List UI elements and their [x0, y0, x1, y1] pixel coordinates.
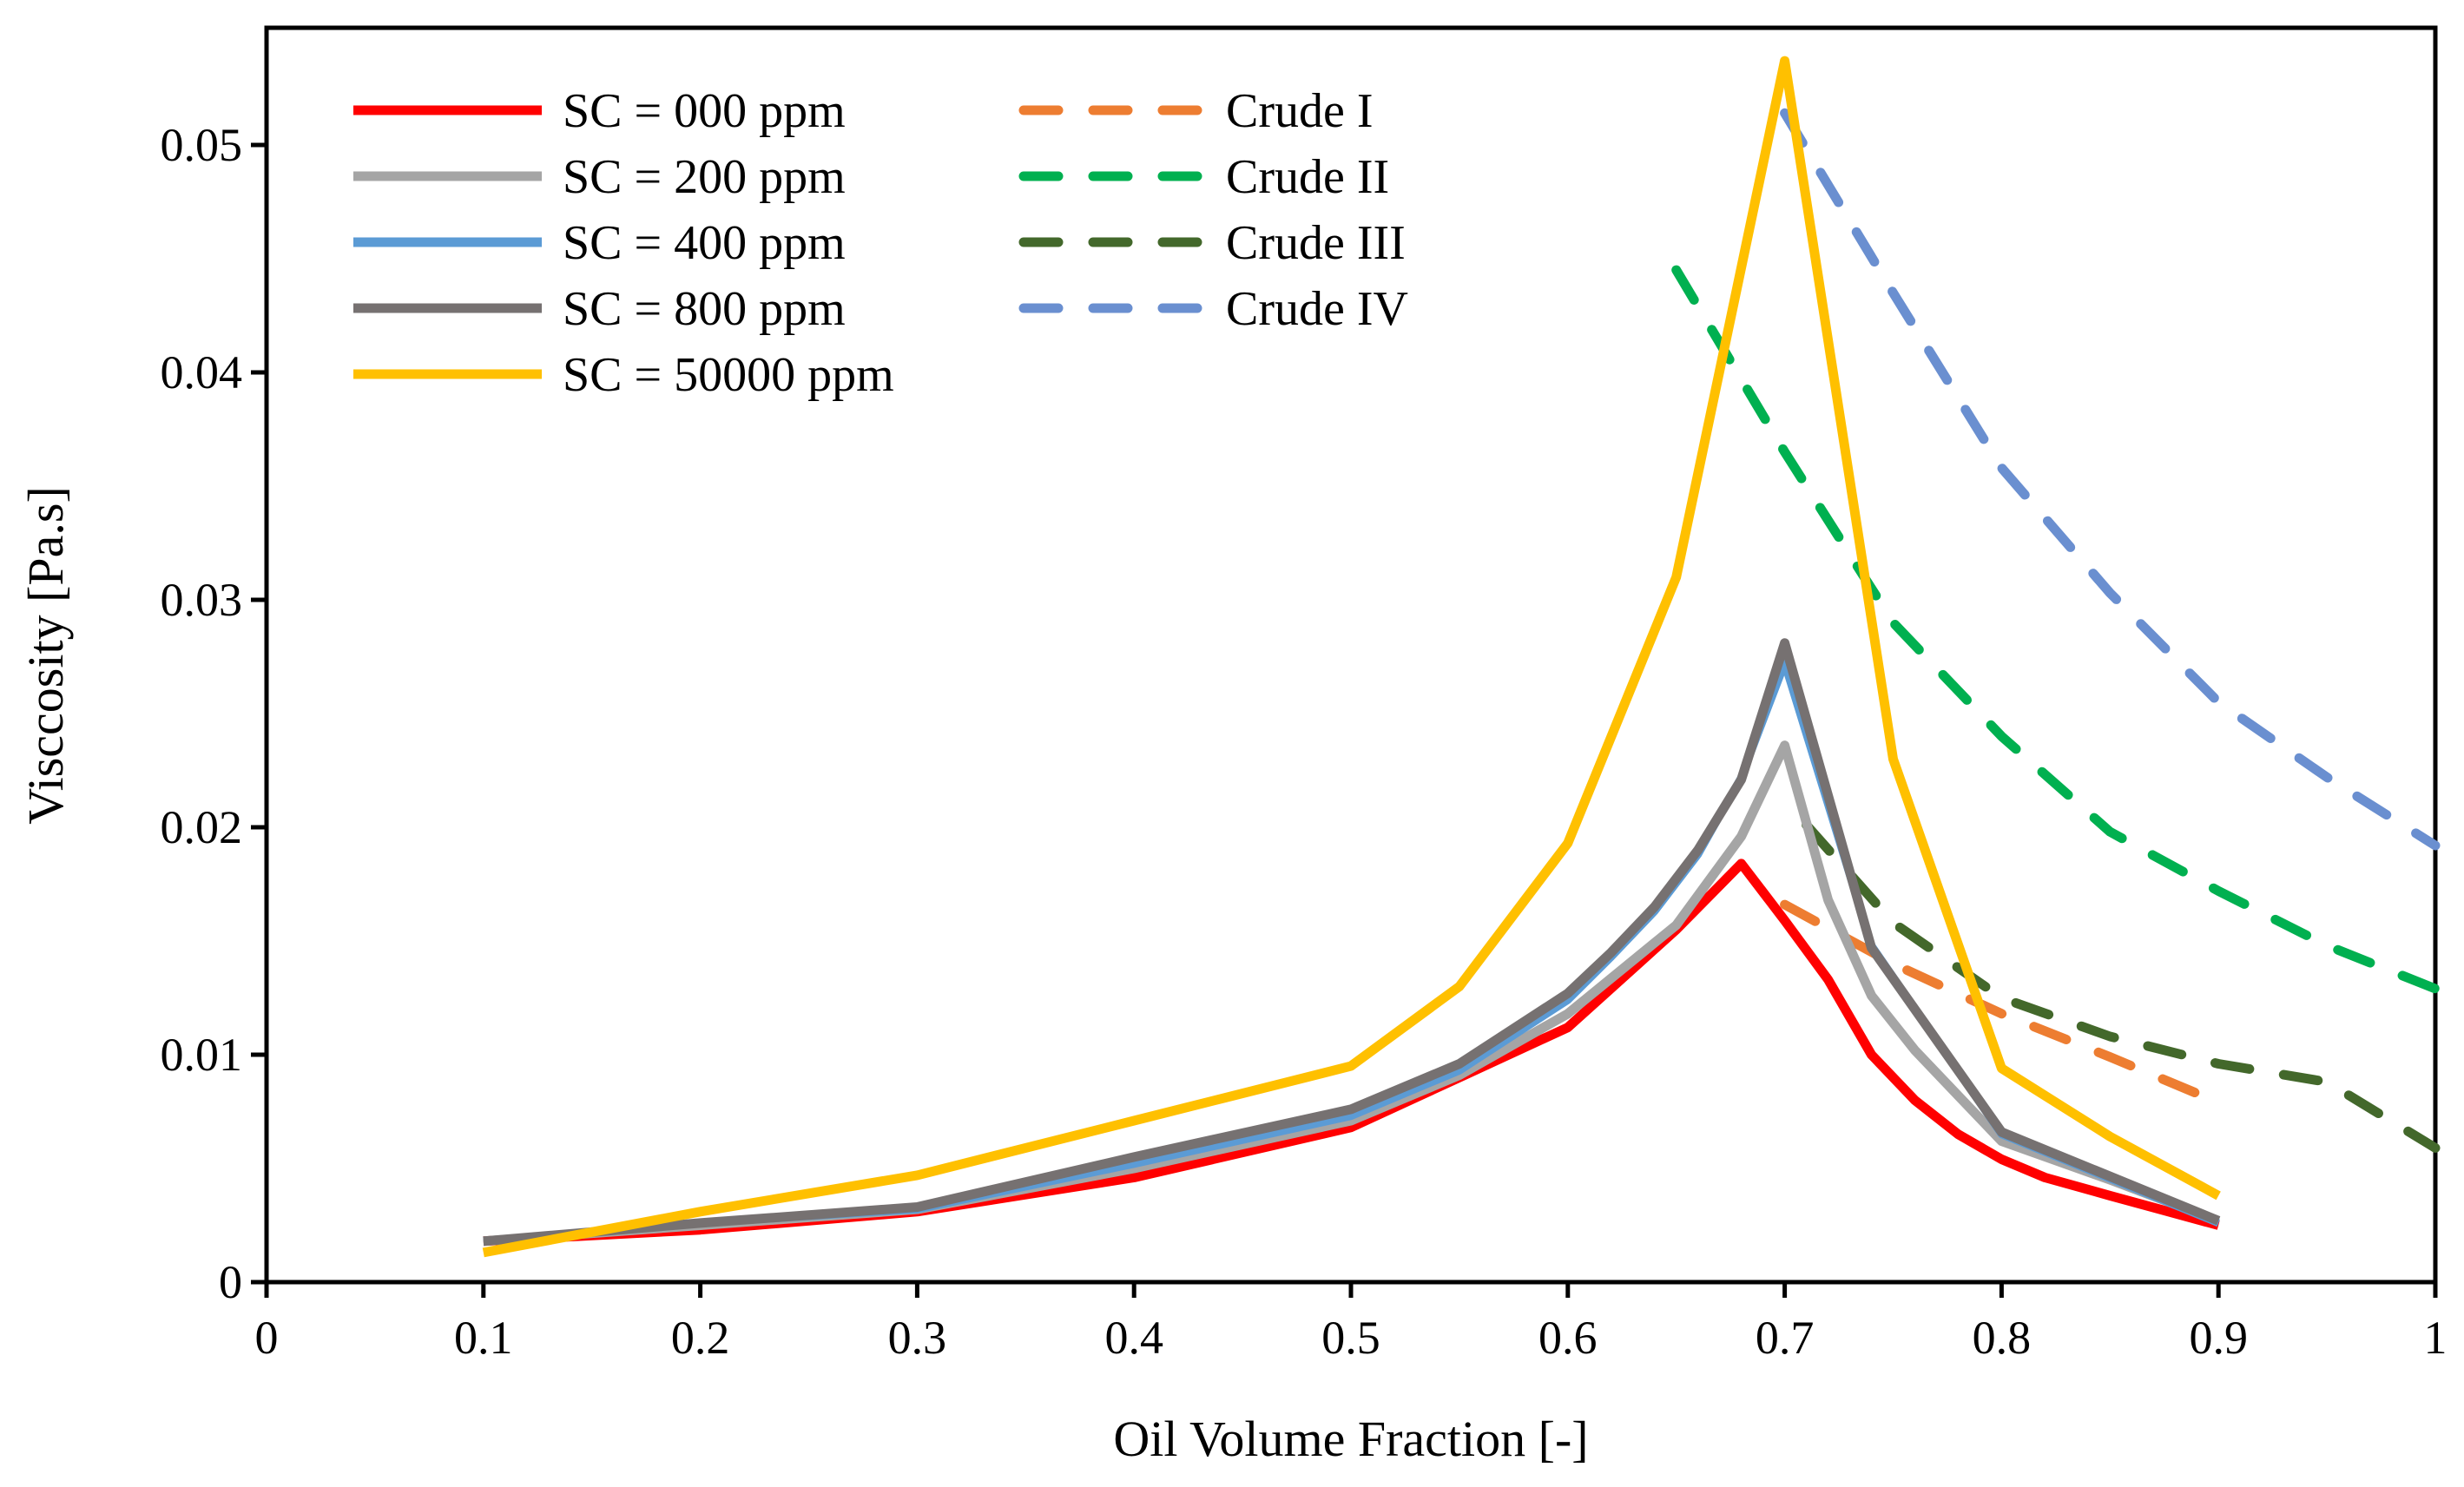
y-axis-title: Visccosity [Pa.s]	[17, 486, 74, 825]
x-tick-label: 0.4	[1104, 1312, 1163, 1364]
x-tick-label: 0.7	[1756, 1312, 1815, 1364]
x-tick-label: 0.2	[671, 1312, 730, 1364]
legend-item: SC = 400 ppm	[353, 216, 846, 270]
legend-label: Crude II	[1226, 150, 1389, 204]
plot-area	[264, 25, 2438, 1285]
series-line-crude-iii	[1802, 819, 2441, 1153]
legend-label: SC = 400 ppm	[563, 216, 846, 270]
legend-label: SC = 200 ppm	[563, 150, 846, 204]
legend-label: SC = 000 ppm	[563, 84, 846, 138]
series-line-crude-ii	[1671, 265, 2441, 994]
legend-item: Crude III	[1018, 216, 1406, 270]
legend-label: Crude I	[1226, 84, 1374, 138]
x-axis-title: Oil Volume Fraction [-]	[1113, 1411, 1588, 1467]
x-tick-label: 0.1	[454, 1312, 513, 1364]
x-tick-label: 0	[255, 1312, 279, 1364]
x-tick-label: 0.3	[888, 1312, 947, 1364]
y-tick-label: 0.05	[161, 119, 243, 171]
legend-label: SC = 800 ppm	[563, 282, 846, 336]
legend-item: SC = 50000 ppm	[353, 348, 894, 402]
legend-item: SC = 200 ppm	[353, 150, 846, 204]
series-line-crude-i	[1780, 899, 2224, 1108]
y-tick-label: 0.01	[161, 1029, 243, 1081]
series-line-sc-50000-ppm	[482, 56, 2221, 1258]
series-line-sc-000-ppm	[483, 859, 2220, 1247]
x-tick-label: 0.5	[1321, 1312, 1380, 1364]
series-line-sc-800-ppm	[483, 638, 2221, 1247]
series-line-crude-iv	[1780, 108, 2441, 851]
x-tick-label: 0.9	[2189, 1312, 2248, 1364]
legend-item: SC = 000 ppm	[353, 84, 846, 138]
y-tick-label: 0	[219, 1256, 242, 1308]
y-tick-label: 0.04	[161, 346, 243, 398]
legend-item: SC = 800 ppm	[353, 282, 846, 336]
y-tick-label: 0.02	[161, 801, 243, 853]
legend-label: SC = 50000 ppm	[563, 348, 894, 402]
legend-label: Crude IV	[1226, 282, 1408, 336]
x-tick-label: 0.8	[1973, 1312, 2032, 1364]
x-tick-label: 1	[2424, 1312, 2448, 1364]
legend-item: Crude IV	[1018, 282, 1408, 336]
legend-item: Crude II	[1018, 150, 1389, 204]
y-tick-label: 0.03	[161, 574, 243, 626]
legend-item: Crude I	[1018, 84, 1374, 138]
x-tick-label: 0.6	[1538, 1312, 1598, 1364]
legend-label: Crude III	[1226, 216, 1406, 270]
